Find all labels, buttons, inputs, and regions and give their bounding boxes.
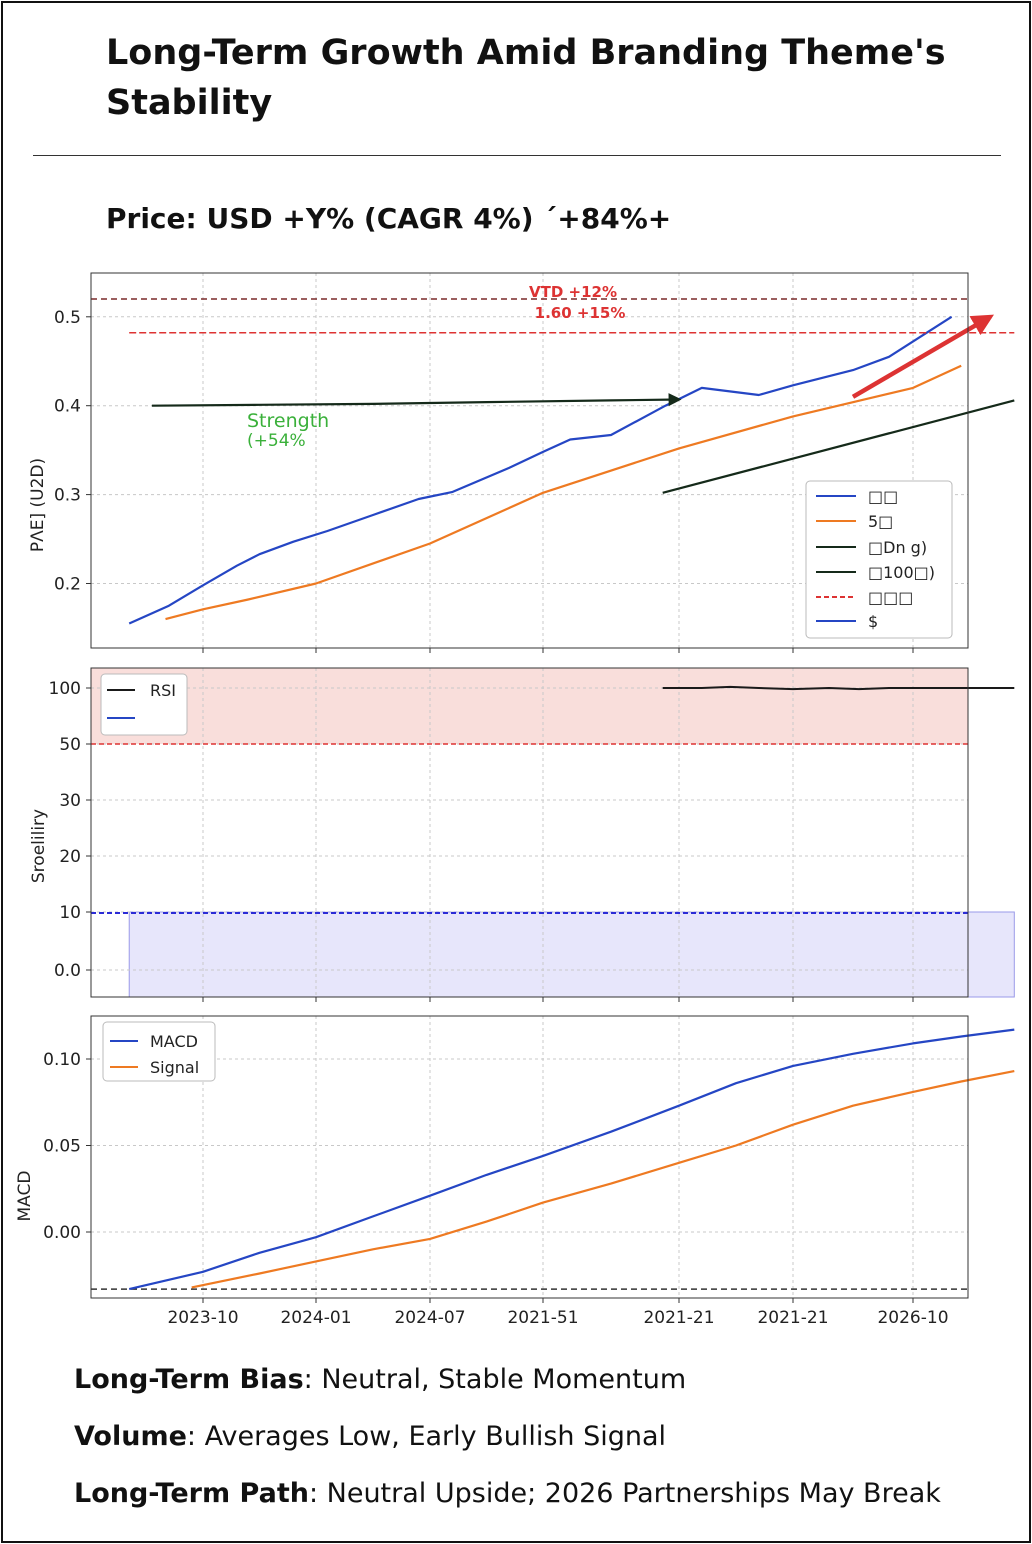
legend-label: □100□) <box>868 563 935 582</box>
macd-y-tick-label: 0.05 <box>43 1137 81 1157</box>
x-tick-label: 2026-10 <box>877 1308 948 1328</box>
price-y-tick-label: 0.5 <box>54 308 81 328</box>
trend-arrow <box>851 314 994 399</box>
macd-series-line <box>128 1028 1015 1291</box>
legend-label: □□□ <box>868 588 913 607</box>
price-series-line <box>151 393 682 407</box>
osc-y-tick-label: 0.0 <box>54 961 81 981</box>
footer-text: : Neutral, Stable Momentum <box>303 1364 687 1395</box>
price-series-line <box>165 364 962 621</box>
macd-panel-frame <box>90 1015 969 1299</box>
price-series-line <box>128 315 953 625</box>
annotation-ytd: VTD +12% <box>529 283 617 301</box>
footer-line-path: Long-Term Path: Neutral Upside; 2026 Par… <box>74 1478 941 1509</box>
legend-label: □□ <box>868 487 898 506</box>
x-tick-label: 2024-07 <box>394 1308 465 1328</box>
footer-text: : Averages Low, Early Bullish Signal <box>186 1421 667 1452</box>
legend-label: $ <box>868 612 878 631</box>
x-tick-label: 2021-21 <box>643 1308 714 1328</box>
rsi-series-line <box>662 685 1015 691</box>
footer-label: Volume <box>74 1421 187 1452</box>
legend-label: 5□ <box>868 512 893 531</box>
osc-panel-frame <box>90 667 969 998</box>
macd-y-axis-label: MACD <box>15 1171 35 1222</box>
price-subtitle: Price: USD +Y% (CAGR 4%) ´+84%+ <box>106 202 672 235</box>
osc-y-tick-label: 10 <box>59 903 81 923</box>
legend-label: RSI <box>150 681 176 700</box>
footer-line-volume: Volume: Averages Low, Early Bullish Sign… <box>74 1421 666 1452</box>
price-y-tick-label: 0.2 <box>54 575 81 595</box>
price-y-axis-label: PΛE] (U2D) <box>28 458 48 552</box>
osc-y-tick-label: 100 <box>49 679 81 699</box>
x-tick-label: 2023-10 <box>167 1308 238 1328</box>
osc-y-tick-label: 30 <box>59 791 81 811</box>
macd-y-tick-label: 0.10 <box>43 1050 81 1070</box>
legend-label: MACD <box>150 1032 198 1051</box>
x-tick-label: 2021-21 <box>757 1308 828 1328</box>
footer-label: Long-Term Bias <box>74 1364 304 1395</box>
footer-text: : Neutral Upside; 2026 Partnerships May … <box>308 1478 941 1509</box>
oversold-zone <box>128 911 1015 998</box>
annotation-level: 1.60 +15% <box>535 304 626 322</box>
osc-y-axis-label: Sroeliliry <box>29 809 49 883</box>
legend-label: □Dn g) <box>868 538 927 557</box>
macd-series-line <box>191 1070 1015 1289</box>
footer-line-bias: Long-Term Bias: Neutral, Stable Momentum <box>74 1364 686 1395</box>
osc-y-tick-label: 20 <box>59 847 81 867</box>
price-series-line <box>662 399 1015 494</box>
page-title: Long-Term Growth Amid Branding Theme's S… <box>106 33 946 123</box>
x-tick-label: 2024-01 <box>280 1308 351 1328</box>
macd-y-tick-label: 0.00 <box>43 1223 81 1243</box>
price-y-tick-label: 0.4 <box>54 397 81 417</box>
legend-label: Signal <box>150 1058 199 1077</box>
x-tick-label: 2021-51 <box>507 1308 578 1328</box>
footer-label: Long-Term Path <box>74 1478 309 1509</box>
annotation-strength-pct: (+54% <box>247 431 306 451</box>
title-divider <box>33 155 1001 156</box>
osc-y-tick-label: 50 <box>59 735 81 755</box>
annotation-strength: Strength <box>247 410 329 432</box>
price-y-tick-label: 0.3 <box>54 486 81 506</box>
price-panel-frame <box>90 272 969 649</box>
overbought-zone <box>91 668 968 744</box>
